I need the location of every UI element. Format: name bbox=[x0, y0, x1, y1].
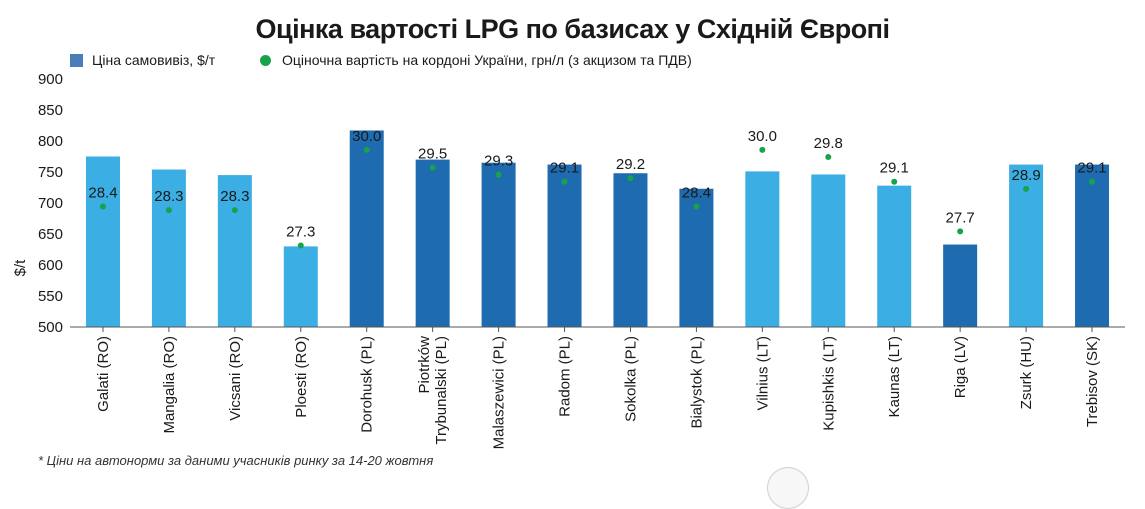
y-tick-label: 700 bbox=[38, 195, 63, 212]
dot-marker bbox=[1023, 185, 1030, 192]
x-tick-label: Malaszewici (PL) bbox=[491, 336, 508, 449]
bar bbox=[613, 173, 648, 327]
x-tick-label: Zsurk (HU) bbox=[1018, 336, 1035, 409]
y-tick-label: 850 bbox=[38, 102, 63, 119]
scroll-top-button[interactable] bbox=[767, 467, 809, 509]
bar bbox=[877, 185, 912, 327]
dot-value-label: 28.9 bbox=[1011, 167, 1040, 184]
dot-marker bbox=[363, 146, 370, 153]
dot-value-label: 28.4 bbox=[88, 185, 117, 202]
bar bbox=[943, 244, 978, 327]
dot-marker bbox=[297, 242, 304, 249]
x-tick-label: Kupishkis (LT) bbox=[820, 336, 837, 431]
legend-label-price: Ціна самовивіз, $/т bbox=[92, 52, 216, 68]
dot-value-label: 29.3 bbox=[484, 153, 513, 170]
dot-marker bbox=[165, 207, 172, 214]
legend-bar-swatch bbox=[70, 54, 83, 67]
y-tick-label: 500 bbox=[38, 319, 63, 336]
x-tick-label: Mangalia (RO) bbox=[161, 336, 178, 434]
dot-value-label: 29.8 bbox=[814, 135, 843, 152]
x-tick-label: Riga (LV) bbox=[952, 336, 969, 398]
bar bbox=[85, 156, 120, 327]
dot-marker bbox=[99, 203, 106, 210]
dot-value-label: 30.0 bbox=[352, 128, 381, 145]
x-tick-label: Radom (PL) bbox=[557, 336, 574, 417]
x-tick-label: Vilnius (LT) bbox=[754, 336, 771, 410]
y-tick-label: 600 bbox=[38, 257, 63, 274]
dot-value-label: 29.1 bbox=[880, 160, 909, 177]
dot-marker bbox=[825, 153, 832, 160]
bar bbox=[151, 169, 186, 327]
y-tick-label: 650 bbox=[38, 226, 63, 243]
y-tick-label: 750 bbox=[38, 164, 63, 181]
x-tick-label: Piotrków bbox=[416, 336, 433, 394]
dot-marker bbox=[957, 228, 964, 235]
dot-value-label: 28.3 bbox=[220, 188, 249, 205]
bar bbox=[1075, 164, 1110, 327]
y-tick-label: 800 bbox=[38, 133, 63, 150]
legend-dot-marker bbox=[260, 55, 271, 66]
dot-value-label: 29.1 bbox=[1077, 160, 1106, 177]
dot-marker bbox=[891, 178, 898, 185]
bar bbox=[745, 171, 780, 327]
x-tick-label: Ploesti (RO) bbox=[293, 336, 310, 418]
bar bbox=[283, 246, 318, 327]
x-tick-label: Dorohusk (PL) bbox=[359, 336, 376, 433]
bar bbox=[547, 164, 582, 327]
bar bbox=[217, 175, 252, 327]
dot-marker bbox=[561, 178, 568, 185]
x-tick-label: Galati (RO) bbox=[95, 336, 112, 412]
bar bbox=[415, 159, 450, 327]
bar-chart: 500 550 600 650 700 750 800 850 900 $/t 28.4 Galati… bbox=[12, 71, 1125, 449]
dot-value-label: 27.3 bbox=[286, 224, 315, 241]
dot-marker bbox=[1089, 178, 1096, 185]
x-tick-label: Kaunas (LT) bbox=[886, 336, 903, 417]
dot-marker bbox=[627, 175, 634, 182]
bar bbox=[811, 174, 846, 327]
x-tick-label: Trybunalski (PL) bbox=[433, 336, 450, 445]
y-tick-label: 900 bbox=[38, 71, 63, 88]
dot-value-label: 29.2 bbox=[616, 156, 645, 173]
dot-marker bbox=[759, 146, 766, 153]
y-axis-label: $/t bbox=[12, 259, 29, 277]
dot-value-label: 28.4 bbox=[682, 185, 711, 202]
footnote: * Ціни на автонорми за даними учасників … bbox=[38, 453, 434, 468]
dot-value-label: 28.3 bbox=[154, 188, 183, 205]
x-tick-label: Trebisov (SK) bbox=[1084, 336, 1101, 427]
legend-label-border-cost: Оціночна вартість на кордоні України, гр… bbox=[282, 52, 692, 68]
bar bbox=[349, 130, 384, 327]
dot-marker bbox=[429, 164, 436, 171]
dot-value-label: 29.5 bbox=[418, 146, 447, 163]
x-tick-label: Sokolka (PL) bbox=[622, 336, 639, 422]
dot-value-label: 27.7 bbox=[946, 209, 975, 226]
bar bbox=[481, 162, 516, 327]
bar bbox=[679, 188, 714, 327]
dot-value-label: 30.0 bbox=[748, 128, 777, 145]
x-tick-label: Vicsani (RO) bbox=[227, 336, 244, 421]
dot-value-label: 29.1 bbox=[550, 160, 579, 177]
chart-title: Оцінка вартості LPG по базисах у Східній… bbox=[255, 14, 891, 44]
dot-marker bbox=[693, 203, 700, 210]
dot-marker bbox=[495, 171, 502, 178]
y-tick-label: 550 bbox=[38, 288, 63, 305]
x-tick-label: Bialystok (PL) bbox=[688, 336, 705, 429]
dot-marker bbox=[231, 207, 238, 214]
